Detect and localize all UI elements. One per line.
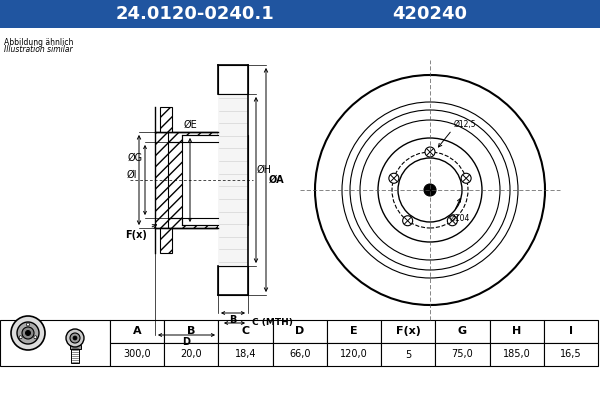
Text: Abbildung ähnlich: Abbildung ähnlich [4,38,73,47]
Text: 75,0: 75,0 [452,350,473,360]
Text: ØH: ØH [257,165,272,175]
Circle shape [73,336,77,340]
Circle shape [22,327,34,339]
Text: Ø104: Ø104 [450,214,470,223]
Text: 5: 5 [405,350,412,360]
Bar [272,343,327,366]
Text: Illustration similar: Illustration similar [4,45,73,54]
Bar [0,320,110,366]
Bar [490,320,544,343]
Bar [155,132,218,228]
Text: C (MTH): C (MTH) [252,318,293,328]
Circle shape [17,322,39,344]
Circle shape [448,216,457,226]
Bar [544,343,598,366]
Text: I: I [569,326,573,336]
Text: 185,0: 185,0 [503,350,530,360]
Bar [218,94,248,266]
Bar [436,320,490,343]
Bar [164,343,218,366]
Circle shape [26,323,29,326]
Circle shape [11,316,45,350]
Text: E: E [350,326,358,336]
Text: ØA: ØA [269,175,284,185]
Circle shape [25,330,31,336]
Bar [110,320,164,343]
Bar [70,345,80,349]
Bar [0,0,600,28]
Circle shape [389,173,399,183]
Circle shape [378,138,482,242]
Circle shape [19,336,22,339]
Bar [71,347,79,363]
Circle shape [34,336,37,339]
Bar [218,320,272,343]
Circle shape [315,75,545,305]
Bar [182,135,248,225]
Text: D: D [182,337,191,347]
Bar [272,320,327,343]
Text: B: B [187,326,196,336]
Text: 420240: 420240 [392,5,467,23]
Bar [381,320,436,343]
Circle shape [342,102,518,278]
Text: 120,0: 120,0 [340,350,368,360]
Text: 24.0120-0240.1: 24.0120-0240.1 [116,5,274,23]
Circle shape [424,184,436,196]
Circle shape [461,173,471,183]
Text: 20,0: 20,0 [181,350,202,360]
Bar [164,320,218,343]
Bar [544,320,598,343]
Circle shape [350,110,510,270]
Bar [381,343,436,366]
Bar [160,228,172,253]
Bar [490,343,544,366]
Text: 66,0: 66,0 [289,350,311,360]
Text: H: H [512,326,521,336]
Bar [218,266,248,295]
Text: A: A [133,326,142,336]
Text: Ø12,5: Ø12,5 [454,120,476,129]
Bar [218,343,272,366]
Bar [327,343,381,366]
Text: ØE: ØE [183,120,197,130]
Bar [218,65,248,94]
Bar [436,343,490,366]
Circle shape [425,147,435,157]
Circle shape [66,329,84,347]
Circle shape [360,120,500,260]
Bar [110,343,164,366]
Text: G: G [458,326,467,336]
Circle shape [403,216,413,226]
Bar [160,107,172,132]
Bar [327,320,381,343]
Circle shape [70,333,80,343]
Text: 18,4: 18,4 [235,350,256,360]
Text: B: B [229,315,236,325]
Circle shape [398,158,462,222]
Text: 300,0: 300,0 [123,350,151,360]
Bar [168,142,218,218]
Text: C: C [241,326,250,336]
Text: ØG: ØG [128,153,143,163]
Text: D: D [295,326,304,336]
Text: ØI: ØI [127,170,137,180]
Text: 16,5: 16,5 [560,350,582,360]
Text: F(x): F(x) [396,326,421,336]
Text: F(x): F(x) [125,225,157,240]
